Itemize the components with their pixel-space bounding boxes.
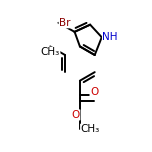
Text: NH: NH: [102, 32, 118, 42]
Text: CH₃: CH₃: [81, 124, 100, 134]
Text: O: O: [90, 87, 98, 97]
Text: CH₃: CH₃: [41, 47, 60, 57]
Text: Br: Br: [59, 18, 71, 28]
Text: O: O: [72, 110, 80, 120]
